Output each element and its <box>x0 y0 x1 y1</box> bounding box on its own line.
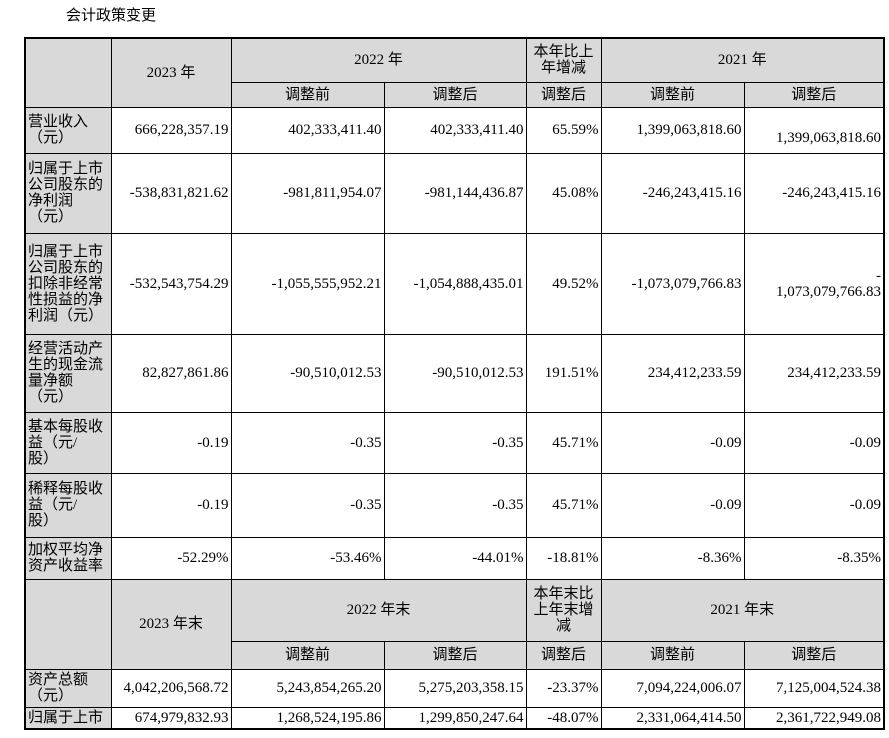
table-subheader-row-2: 调整前 调整后 调整后 调整前 调整后 <box>25 640 885 670</box>
page-title: 会计政策变更 <box>66 8 157 24</box>
cell-2022-adjusted-after: -981,144,436.87 <box>383 152 527 234</box>
row-label: 归属于上市 公司股东的 净利润 （元） <box>24 152 112 234</box>
cell-2021-adjusted-after: -0.09 <box>743 472 885 538</box>
col-header-2021: 2021 年 <box>600 37 885 83</box>
cell-2022-adjusted-after: -90,510,012.53 <box>383 333 527 413</box>
cell-2023: 82,827,861.86 <box>110 333 232 413</box>
cell-2023: 674,979,832.93 <box>110 706 232 730</box>
cell-yoy-change: 45.08% <box>525 152 602 234</box>
table-row: 稀释每股收 益（元/ 股） -0.19 -0.35 -0.35 45.71% -… <box>24 472 885 538</box>
cell-2021-adjusted-after: -0.09 <box>743 411 885 474</box>
cell-yoy-change: 45.71% <box>525 411 602 474</box>
cell-2022-adjusted-before: 1,268,524,195.86 <box>230 706 385 730</box>
cell-yoy-change: -23.37% <box>525 668 602 708</box>
cell-yoy-change: 45.71% <box>525 472 602 538</box>
cell-yoy-change: 49.52% <box>525 232 602 335</box>
cell-2022-adjusted-before: -0.35 <box>230 472 385 538</box>
cell-2023: -52.29% <box>110 536 232 580</box>
cell-2022-adjusted-after: 1,299,850,247.64 <box>383 706 527 730</box>
subheader-2021-after: 调整后 <box>743 81 885 108</box>
cell-2021-adjusted-after: -246,243,415.16 <box>743 152 885 234</box>
table-row: 营业收入 （元） 666,228,357.19 402,333,411.40 4… <box>24 106 885 154</box>
cell-2021-adjusted-after: 1,399,063,818.60 <box>743 106 885 154</box>
row-label: 稀释每股收 益（元/ 股） <box>24 472 112 538</box>
subheader-2021-before: 调整前 <box>600 81 745 108</box>
table-row: 归属于上市 公司股东的 扣除非经常 性损益的净 利润（元） -532,543,7… <box>24 232 885 335</box>
col-header-yoy-change: 本年比上 年增减 <box>525 37 602 83</box>
cell-yoy-change: -48.07% <box>525 706 602 730</box>
cell-2021-adjusted-after: 234,412,233.59 <box>743 333 885 413</box>
col-header-yearend-change: 本年末比 上年末增 减 <box>525 578 602 642</box>
cell-2021-adjusted-after: 2,361,722,949.08 <box>743 706 885 730</box>
cell-2021-adjusted-before: -1,073,079,766.83 <box>600 232 745 335</box>
table-header-row-2: 2023 年末 2022 年末 本年末比 上年末增 减 2021 年末 <box>24 578 885 670</box>
cell-yoy-change: -18.81% <box>525 536 602 580</box>
subheader-2022-before: 调整前 <box>230 81 385 108</box>
col-header-2023-end: 2023 年末 <box>110 578 232 670</box>
cell-2022-adjusted-after: 402,333,411.40 <box>383 106 527 154</box>
cell-2022-adjusted-after: -1,054,888,435.01 <box>383 232 527 335</box>
table-row: 经营活动产 生的现金流 量净额 （元） 82,827,861.86 -90,51… <box>24 333 885 413</box>
cell-2021-adjusted-before: 2,331,064,414.50 <box>600 706 745 730</box>
cell-2022-adjusted-after: 5,275,203,358.15 <box>383 668 527 708</box>
row-label: 归属于上市 公司股东的 扣除非经常 性损益的净 利润（元） <box>24 232 112 335</box>
corner-cell <box>24 37 112 108</box>
cell-2021-adjusted-after: -8.35% <box>743 536 885 580</box>
row-label: 基本每股收 益（元/ 股） <box>24 411 112 474</box>
subheader-yoy-after: 调整后 <box>525 81 602 108</box>
subheader-2021-before: 调整前 <box>600 640 745 670</box>
table-header-row-1: 2023 年 2022 年 本年比上 年增减 2021 年 <box>24 37 885 108</box>
table-row: 基本每股收 益（元/ 股） -0.19 -0.35 -0.35 45.71% -… <box>24 411 885 474</box>
table-row: 资产总额 （元） 4,042,206,568.72 5,243,854,265.… <box>24 668 885 708</box>
cell-2023: -0.19 <box>110 472 232 538</box>
cell-2021-adjusted-before: 234,412,233.59 <box>600 333 745 413</box>
row-label: 经营活动产 生的现金流 量净额 （元） <box>24 333 112 413</box>
subheader-2021-after: 调整后 <box>743 640 885 670</box>
table-row: 归属于上市 674,979,832.93 1,268,524,195.86 1,… <box>24 706 885 730</box>
cell-2023: 4,042,206,568.72 <box>110 668 232 708</box>
table-row: 加权平均净 资产收益率 -52.29% -53.46% -44.01% -18.… <box>24 536 885 580</box>
subheader-yoy-after: 调整后 <box>525 640 602 670</box>
cell-2023: 666,228,357.19 <box>110 106 232 154</box>
cell-2022-adjusted-after: -0.35 <box>383 411 527 474</box>
cell-2023: -0.19 <box>110 411 232 474</box>
cell-2021-adjusted-after: - 1,073,079,766.83 <box>743 232 885 335</box>
document-page: { "page": { "title": "会计政策变更" }, "colors… <box>0 6 889 738</box>
cell-2021-adjusted-after: 7,125,004,524.38 <box>743 668 885 708</box>
cell-2021-adjusted-before: -8.36% <box>600 536 745 580</box>
table-subheader-row-1: 调整前 调整后 调整后 调整前 调整后 <box>25 81 885 108</box>
subheader-2022-before: 调整前 <box>230 640 385 670</box>
col-header-2022-end: 2022 年末 <box>230 578 527 642</box>
corner-cell <box>24 578 112 670</box>
cell-2021-adjusted-before: 1,399,063,818.60 <box>600 106 745 154</box>
cell-2022-adjusted-after: -0.35 <box>383 472 527 538</box>
cell-2021-adjusted-before: -246,243,415.16 <box>600 152 745 234</box>
cell-2022-adjusted-before: -90,510,012.53 <box>230 333 385 413</box>
cell-2023: -532,543,754.29 <box>110 232 232 335</box>
subheader-2022-after: 调整后 <box>383 640 527 670</box>
cell-yoy-change: 65.59% <box>525 106 602 154</box>
row-label: 归属于上市 <box>24 706 112 730</box>
cell-yoy-change: 191.51% <box>525 333 602 413</box>
row-label: 加权平均净 资产收益率 <box>24 536 112 580</box>
cell-2021-adjusted-before: 7,094,224,006.07 <box>600 668 745 708</box>
row-label: 资产总额 （元） <box>24 668 112 708</box>
cell-2022-adjusted-before: 402,333,411.40 <box>230 106 385 154</box>
cell-2021-adjusted-before: -0.09 <box>600 411 745 474</box>
col-header-2022: 2022 年 <box>230 37 527 83</box>
table-row: 归属于上市 公司股东的 净利润 （元） -538,831,821.62 -981… <box>24 152 885 234</box>
cell-2022-adjusted-before: -53.46% <box>230 536 385 580</box>
cell-2022-adjusted-before: -0.35 <box>230 411 385 474</box>
cell-2022-adjusted-before: -1,055,555,952.21 <box>230 232 385 335</box>
cell-2021-adjusted-before: -0.09 <box>600 472 745 538</box>
subheader-2022-after: 调整后 <box>383 81 527 108</box>
cell-2022-adjusted-before: -981,811,954.07 <box>230 152 385 234</box>
cell-2022-adjusted-after: -44.01% <box>383 536 527 580</box>
cell-2022-adjusted-before: 5,243,854,265.20 <box>230 668 385 708</box>
financial-table: 2023 年 2022 年 本年比上 年增减 2021 年 调整前 调整后 调整… <box>24 37 885 730</box>
row-label: 营业收入 （元） <box>24 106 112 154</box>
col-header-2021-end: 2021 年末 <box>600 578 885 642</box>
cell-2023: -538,831,821.62 <box>110 152 232 234</box>
col-header-2023: 2023 年 <box>110 37 232 108</box>
